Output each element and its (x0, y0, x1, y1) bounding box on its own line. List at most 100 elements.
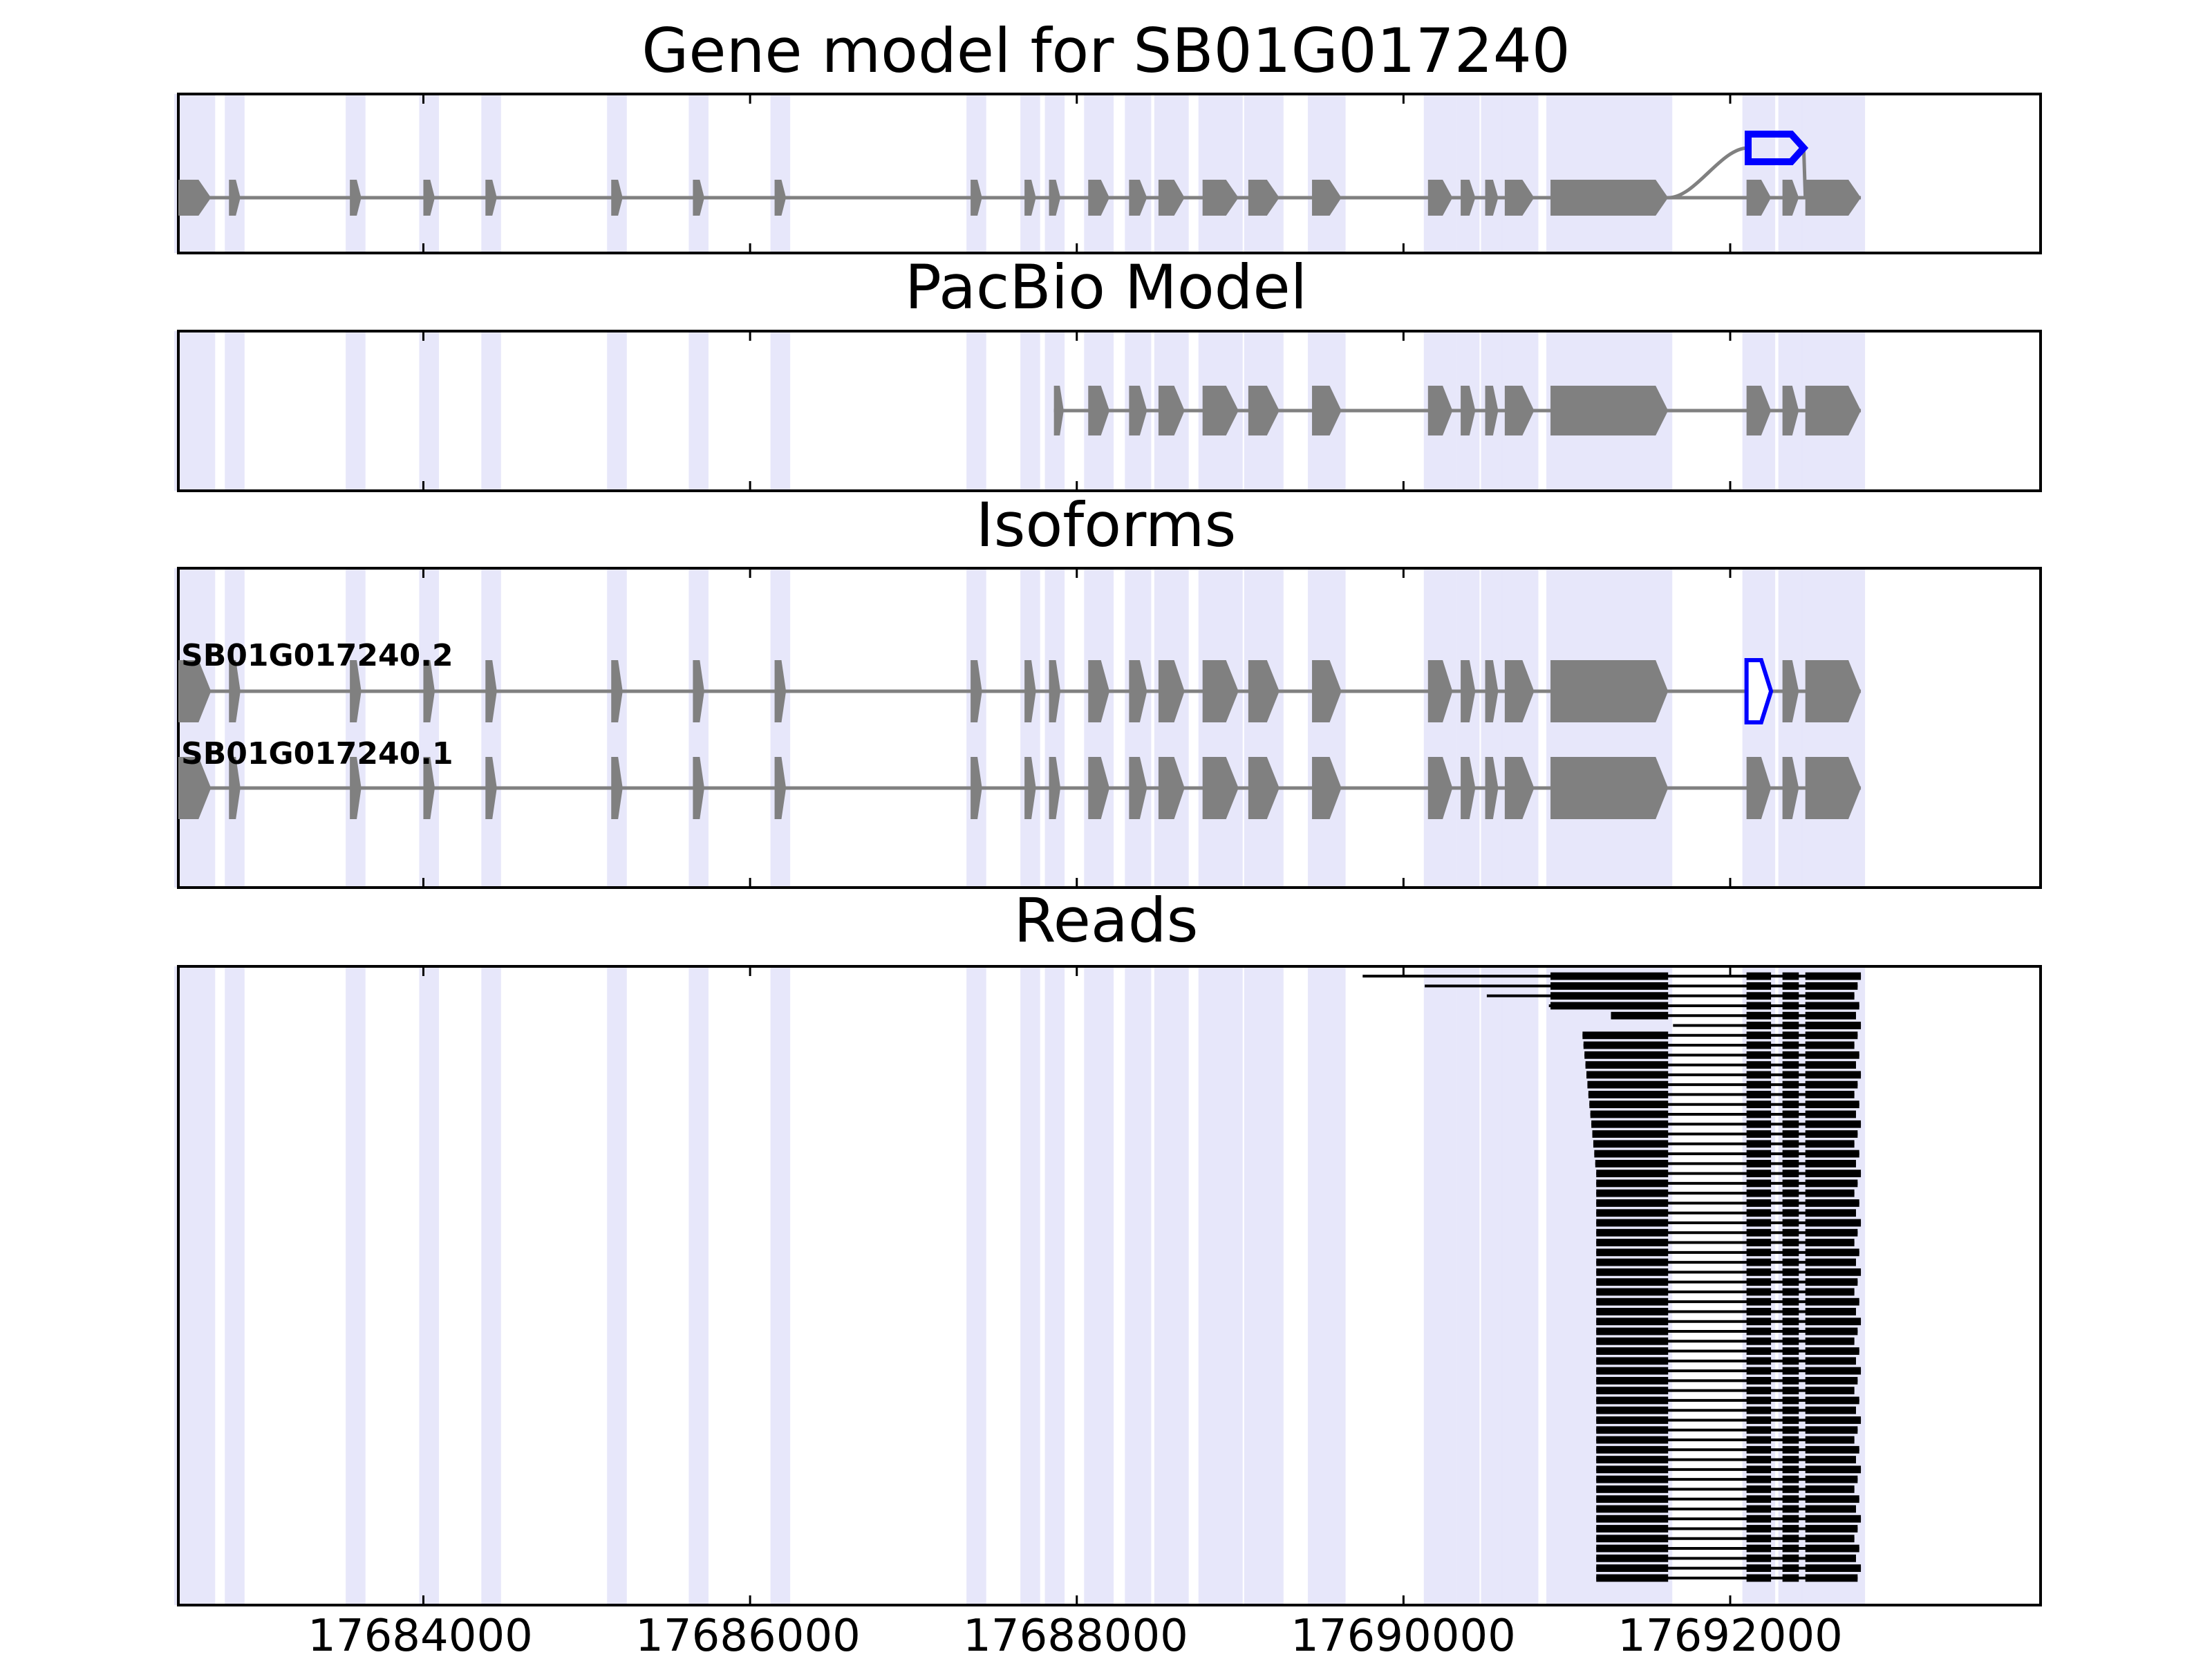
read-block (1550, 982, 1669, 990)
read-block (1805, 1031, 1858, 1040)
exon-shade (1084, 94, 1114, 253)
isoform-label-2: SB01G017240.2 (181, 638, 453, 673)
exon (971, 180, 982, 216)
x-tick-label: 17688000 (963, 1611, 1188, 1659)
exon-shade (1020, 568, 1040, 888)
exon (774, 660, 787, 722)
exon-shade (1801, 94, 1866, 253)
exon-shade (607, 94, 627, 253)
read-block (1596, 1456, 1669, 1463)
exon (1312, 180, 1342, 216)
exon-shade (966, 568, 986, 888)
read-block (1782, 982, 1799, 990)
read-block (1782, 1170, 1799, 1178)
exon-shade (225, 94, 245, 253)
exon-shade (1481, 966, 1503, 1605)
read-block (1805, 1080, 1858, 1089)
exon-shade (1020, 94, 1040, 253)
read-block (1782, 1297, 1799, 1306)
read-block (1746, 1022, 1772, 1029)
exon-shade (1778, 94, 1803, 253)
read-block (1782, 1061, 1799, 1069)
read-block (1782, 1357, 1799, 1365)
exon (1024, 660, 1036, 722)
read-block (1596, 1327, 1669, 1335)
exon-shade (481, 331, 501, 491)
read-block (1805, 1071, 1862, 1079)
exon (423, 180, 435, 216)
exon (1088, 386, 1109, 435)
exon (1550, 757, 1669, 819)
read-block (1596, 1179, 1669, 1188)
read-block (1746, 1258, 1772, 1266)
exon (423, 757, 435, 819)
exon-shade (225, 966, 245, 1605)
exon-shade (1244, 94, 1284, 253)
read-block (1586, 1071, 1669, 1079)
read-block (1805, 1248, 1859, 1257)
read-block (1782, 1209, 1799, 1217)
gene-model-panel (174, 93, 2042, 254)
read-block (1782, 1396, 1799, 1405)
exon-shade (607, 568, 627, 888)
exon (485, 660, 497, 722)
read-block (1805, 1515, 1862, 1523)
exon-shade (1020, 331, 1040, 491)
read-block (1805, 1465, 1862, 1474)
read-block (1596, 1357, 1669, 1365)
read-block (1584, 1051, 1669, 1059)
read-block (1782, 1574, 1799, 1582)
read-block (1746, 1465, 1772, 1474)
read-block (1805, 1022, 1862, 1029)
read-block (1746, 1268, 1772, 1276)
read-block (1805, 1219, 1862, 1227)
exon-shade (1742, 568, 1776, 888)
exon (1485, 757, 1499, 819)
read-block (1746, 1159, 1772, 1168)
exon-shade (770, 331, 791, 491)
read-block (1746, 1297, 1772, 1306)
exon (1782, 660, 1799, 722)
read-block (1746, 1150, 1772, 1158)
read-block (1582, 1031, 1669, 1040)
exon-shade (419, 568, 440, 888)
read-block (1782, 1120, 1799, 1128)
read-block (1746, 1426, 1772, 1434)
exon-shade (225, 331, 245, 491)
exon-shade (1308, 568, 1346, 888)
exon (1461, 660, 1476, 722)
read-block (1805, 1525, 1858, 1533)
read-block (1805, 1100, 1859, 1109)
exon (1129, 757, 1147, 819)
exon-shade (1308, 966, 1346, 1605)
read-block (1596, 1574, 1669, 1582)
exon (1427, 757, 1453, 819)
read-block (1583, 1041, 1669, 1049)
exon-shade (346, 568, 366, 888)
read-block (1782, 1485, 1799, 1493)
read-block (1782, 1130, 1799, 1138)
exon (971, 660, 982, 722)
read-block (1782, 1080, 1799, 1089)
read-block (1590, 1110, 1669, 1118)
read-block (1805, 1170, 1862, 1178)
read-block (1596, 1347, 1669, 1355)
read-block (1746, 1130, 1772, 1138)
read-block (1805, 1297, 1859, 1306)
read-block (1782, 1150, 1799, 1158)
read-block (1805, 1544, 1859, 1553)
exon-shade (1125, 966, 1152, 1605)
exon (1550, 180, 1669, 216)
read-block (1805, 1130, 1858, 1138)
read-block (1805, 1445, 1859, 1454)
exon-shade (688, 966, 709, 1605)
exon-shade (1044, 568, 1065, 888)
exon-shade (1778, 568, 1803, 888)
read-block (1782, 1239, 1799, 1246)
read-block (1805, 1140, 1855, 1148)
highlight-exon (1744, 658, 1774, 724)
exon-shade (688, 94, 709, 253)
read-block (1746, 992, 1772, 1000)
read-block (1805, 1268, 1862, 1276)
